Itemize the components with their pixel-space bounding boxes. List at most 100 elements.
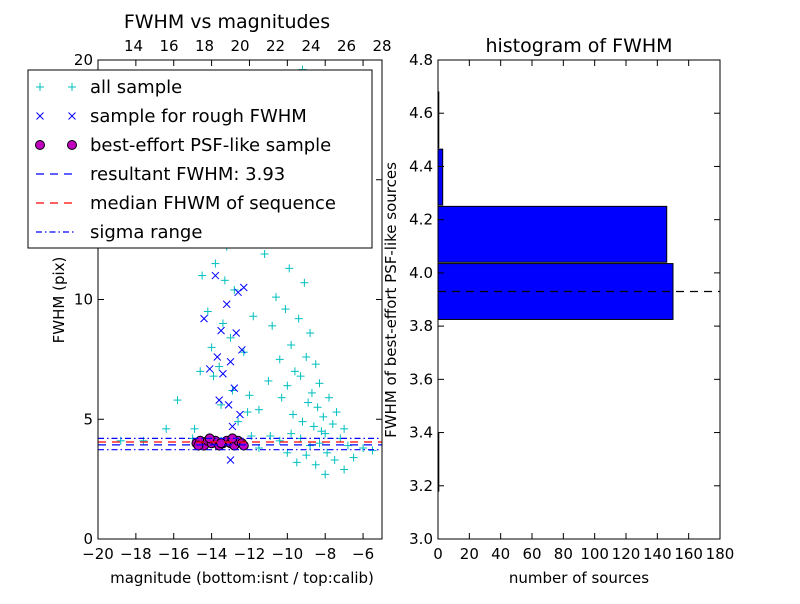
series-0-point — [162, 424, 171, 433]
right-y-tick-label: 4.0 — [409, 264, 433, 282]
series-0-point — [292, 458, 301, 467]
series-0-point — [309, 422, 318, 431]
series-0-point — [319, 412, 328, 421]
legend-marker — [36, 83, 44, 91]
right-y-tick-label: 4.2 — [409, 211, 433, 229]
series-0-point — [321, 470, 330, 479]
series-1-point — [232, 329, 241, 337]
left-x-tick-label: −6 — [352, 545, 374, 563]
top-axis-tick-label: 14 — [124, 37, 143, 55]
series-0-point — [245, 391, 254, 400]
series-0-point — [209, 372, 218, 381]
left-x-tick-label: −10 — [272, 545, 304, 563]
right-y-tick-label: 3.0 — [409, 530, 433, 548]
series-0-point — [249, 312, 258, 321]
series-0-point — [296, 372, 305, 381]
series-0-point — [173, 396, 182, 405]
series-1-point — [200, 314, 208, 323]
top-axis-tick-label: 28 — [372, 37, 391, 55]
legend-entry: best-effort PSF-like sample — [35, 135, 331, 156]
right-x-tick-label: 120 — [612, 545, 641, 563]
right-x-tick-label: 0 — [433, 545, 443, 563]
left-top-axis-ticks: 14 16 18 20 22 24 26 28 — [124, 37, 392, 55]
series-0-point — [264, 376, 273, 385]
left-x-tick-label: −18 — [120, 545, 152, 563]
right-plot-frame — [437, 59, 721, 540]
series-0-point — [211, 259, 220, 268]
series-1-point — [219, 369, 227, 378]
histogram-bar — [437, 148, 444, 206]
right-y-tick-label: 4.8 — [409, 51, 433, 69]
series-0-point — [287, 341, 296, 350]
legend: all sample sample for rough FWHM best-effo… — [27, 69, 373, 249]
legend-label: all sample — [90, 77, 182, 98]
series-0-point — [198, 271, 207, 280]
legend-marker — [67, 140, 77, 150]
top-axis-tick-label: 26 — [337, 37, 356, 55]
right-y-tick-label: 3.6 — [409, 370, 433, 388]
legend-marker — [36, 112, 44, 120]
series-0-point — [254, 405, 263, 414]
series-0-point — [275, 355, 284, 364]
right-x-tick-label: 100 — [580, 545, 609, 563]
series-0-point — [321, 429, 330, 438]
right-y-tick-label: 3.2 — [409, 477, 433, 495]
series-0-point — [218, 319, 227, 328]
left-y-tick-label: 20 — [74, 51, 93, 69]
series-0-point — [230, 285, 239, 294]
series-1-point — [222, 300, 231, 309]
left-x-tick-label: −16 — [158, 545, 190, 563]
series-0-point — [304, 398, 313, 407]
histogram-bar — [437, 205, 668, 263]
series-1-point — [215, 396, 224, 404]
right-x-axis-label: number of sources — [509, 569, 649, 587]
right-x-tick-label: 80 — [554, 545, 573, 563]
left-x-axis-ticks: −20 −18 −16 −14 −12 −10 −8 −6 — [82, 60, 374, 563]
legend-box — [27, 69, 373, 249]
series-1-point — [213, 353, 222, 361]
legend-entry: sample for rough FWHM — [36, 106, 307, 127]
series-0-point — [315, 439, 324, 448]
series-0-point — [302, 352, 311, 361]
left-x-tick-label: −12 — [234, 545, 266, 563]
series-0-point — [283, 381, 292, 390]
top-axis-tick-label: 22 — [266, 37, 285, 55]
right-y-tick-label: 4.6 — [409, 104, 433, 122]
series-1-point — [226, 456, 235, 464]
series-0-point — [289, 410, 298, 419]
series-0-point — [332, 408, 341, 417]
left-x-tick-label: −8 — [314, 545, 336, 563]
left-x-axis-label: magnitude (bottom:isnt / top:calib) — [110, 569, 374, 587]
series-0-point — [226, 333, 235, 342]
left-y-tick-label: 10 — [74, 291, 93, 309]
legend-entry: resultant FWHM: 3.93 — [36, 164, 285, 185]
right-y-axis-label: FWHM of best-effort PSF-like sources — [382, 162, 400, 438]
left-x-tick-label: −20 — [82, 545, 114, 563]
right-y-tick-label: 4.4 — [409, 157, 433, 175]
series-1-point — [239, 283, 248, 292]
legend-label: resultant FWHM: 3.93 — [90, 164, 285, 185]
series-0-point — [190, 424, 199, 433]
series-1-point — [234, 288, 242, 297]
series-0-point — [298, 417, 307, 426]
right-y-axis-ticks: 3.0 3.2 3.4 3.6 3.8 4.0 4.2 4.4 4.6 4.8 — [409, 51, 720, 548]
right-x-tick-label: 60 — [522, 545, 541, 563]
series-2-point — [238, 440, 249, 451]
series-0-point — [290, 367, 299, 376]
series-0-point — [323, 448, 332, 457]
series-0-point — [268, 321, 277, 330]
series-0-point — [215, 362, 224, 371]
left-plot-frame — [97, 59, 383, 540]
right-x-axis-ticks: 0 20 40 60 80 100 120 140 160 180 — [433, 60, 734, 563]
series-0-point — [306, 441, 315, 450]
series-0-point — [307, 388, 316, 397]
series-0-point — [243, 408, 252, 417]
series-0-point — [340, 465, 349, 474]
legend-entry: sigma range — [36, 222, 202, 243]
series-0-point — [311, 360, 320, 369]
legend-marker — [68, 83, 76, 91]
series-0-point — [285, 264, 294, 273]
series-0-point — [368, 446, 377, 455]
right-y-tick-label: 3.8 — [409, 317, 433, 335]
